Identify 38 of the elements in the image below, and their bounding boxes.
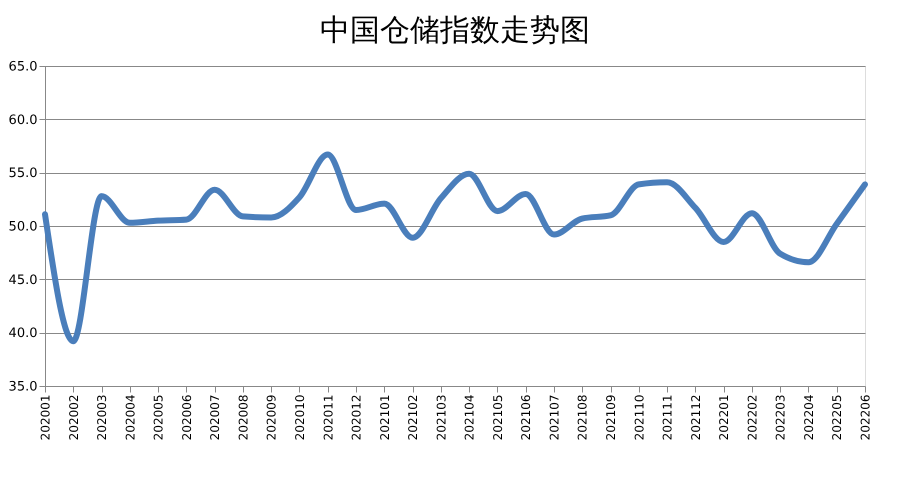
x-tick-label: 202001: [38, 394, 52, 440]
x-tick-label: 202002: [66, 394, 81, 440]
x-tick-label: 202205: [830, 394, 844, 440]
chart-title: 中国仓储指数走势图: [320, 13, 590, 48]
x-tick-label: 202103: [434, 394, 448, 440]
x-tick-label: 202004: [123, 394, 138, 440]
y-tick-label: 45.0: [8, 272, 38, 288]
x-tick-label: 202203: [774, 394, 788, 440]
y-tick-label: 65.0: [8, 60, 38, 74]
x-tick-label: 202110: [632, 394, 646, 440]
x-tick-label: 202003: [95, 394, 110, 440]
x-tick-label: 202104: [462, 394, 477, 440]
y-tick-label: 40.0: [8, 326, 38, 342]
x-tick-label: 202111: [660, 394, 675, 440]
x-tick-label: 202102: [406, 394, 420, 440]
x-tick-label: 202108: [576, 394, 590, 440]
x-tick-label: 202201: [717, 394, 732, 440]
x-tick-label: 202101: [378, 394, 392, 440]
x-tick-label: 202202: [745, 394, 760, 440]
y-tick-label: 35.0: [8, 380, 38, 394]
x-tick-label: 202206: [858, 394, 872, 440]
x-tick-label: 202109: [604, 394, 618, 440]
x-tick-label: 202105: [490, 394, 505, 440]
x-tick-label: 202107: [547, 394, 562, 440]
x-tick-label: 202005: [152, 394, 166, 440]
x-tick-label: 202204: [802, 394, 816, 440]
x-tick-label: 202106: [519, 394, 534, 440]
y-tick-label: 50.0: [8, 220, 38, 234]
y-tick-label: 60.0: [8, 112, 38, 128]
x-tick-label: 202008: [236, 394, 250, 440]
x-tick-label: 202010: [292, 394, 307, 440]
x-tick-label: 202006: [180, 394, 194, 440]
x-tick-label: 202112: [688, 394, 703, 440]
x-tick-label: 202011: [321, 394, 336, 440]
x-tick-label: 202009: [264, 394, 279, 440]
x-tick-label: 202007: [208, 394, 222, 440]
y-tick-label: 55.0: [8, 166, 38, 182]
x-tick-label: 202012: [350, 394, 364, 440]
